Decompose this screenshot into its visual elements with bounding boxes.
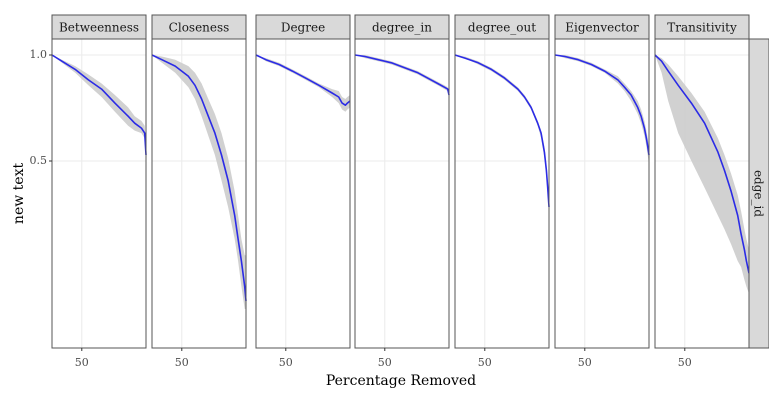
x-tick-label: 50 bbox=[378, 356, 392, 369]
panel-background bbox=[455, 39, 549, 348]
facet-strip-label: Transitivity bbox=[667, 21, 737, 35]
panel-degree-in: degree_in 50 bbox=[354, 14, 450, 369]
series-line bbox=[354, 54, 450, 96]
panels-layer: Betweenness50Closeness50Degree50degree_i… bbox=[51, 14, 750, 369]
series-line bbox=[554, 54, 650, 156]
panel-closeness: Closeness 50 bbox=[151, 14, 247, 369]
facet-strip-label: Eigenvector bbox=[565, 21, 639, 35]
x-tick-label: 50 bbox=[75, 356, 89, 369]
confidence-ribbon bbox=[256, 55, 350, 112]
series-line bbox=[454, 54, 550, 208]
panel-background bbox=[555, 39, 649, 348]
row-strip-label: edge_id bbox=[752, 170, 766, 217]
panel-betweenness: Betweenness 50 bbox=[51, 14, 147, 369]
panel-background bbox=[355, 39, 449, 348]
facet-strip bbox=[554, 14, 650, 40]
panel-transitivity: Transitivity 50 bbox=[654, 14, 750, 369]
confidence-ribbon bbox=[655, 55, 749, 294]
panel-eigenvector: Eigenvector 50 bbox=[554, 14, 650, 369]
facet-strip bbox=[354, 14, 450, 40]
x-tick-label: 50 bbox=[478, 356, 492, 369]
facet-strip bbox=[255, 14, 351, 40]
facet-strip-label: Betweenness bbox=[59, 21, 139, 35]
x-tick-label: 50 bbox=[175, 356, 189, 369]
facet-strip bbox=[151, 14, 247, 40]
x-tick-label: 50 bbox=[678, 356, 692, 369]
facet-strip-label: degree_out bbox=[468, 21, 536, 35]
panel-background bbox=[256, 39, 350, 348]
row-strip-background bbox=[748, 38, 769, 349]
series-line bbox=[151, 54, 247, 302]
y-tick-label-0-5: 0.5 bbox=[30, 154, 48, 167]
series-line bbox=[51, 54, 147, 156]
facet-strip-label: degree_in bbox=[372, 21, 432, 35]
confidence-ribbon bbox=[152, 55, 246, 309]
series-line bbox=[654, 54, 750, 274]
x-tick-label: 50 bbox=[279, 356, 293, 369]
facet-strip-label: Closeness bbox=[169, 21, 230, 35]
facet-strip-label: Degree bbox=[281, 21, 325, 35]
facet-strip bbox=[454, 14, 550, 40]
x-axis-title: Percentage Removed bbox=[326, 373, 476, 389]
facet-strip bbox=[51, 14, 147, 40]
y-tick-label-1-0: 1.0 bbox=[30, 48, 48, 61]
facet-strip bbox=[654, 14, 750, 40]
panel-degree: Degree 50 bbox=[255, 14, 351, 369]
series-line bbox=[255, 54, 351, 106]
y-axis-title: new text bbox=[11, 163, 27, 225]
panel-degree-out: degree_out 50 bbox=[454, 14, 550, 369]
x-tick-label: 50 bbox=[578, 356, 592, 369]
